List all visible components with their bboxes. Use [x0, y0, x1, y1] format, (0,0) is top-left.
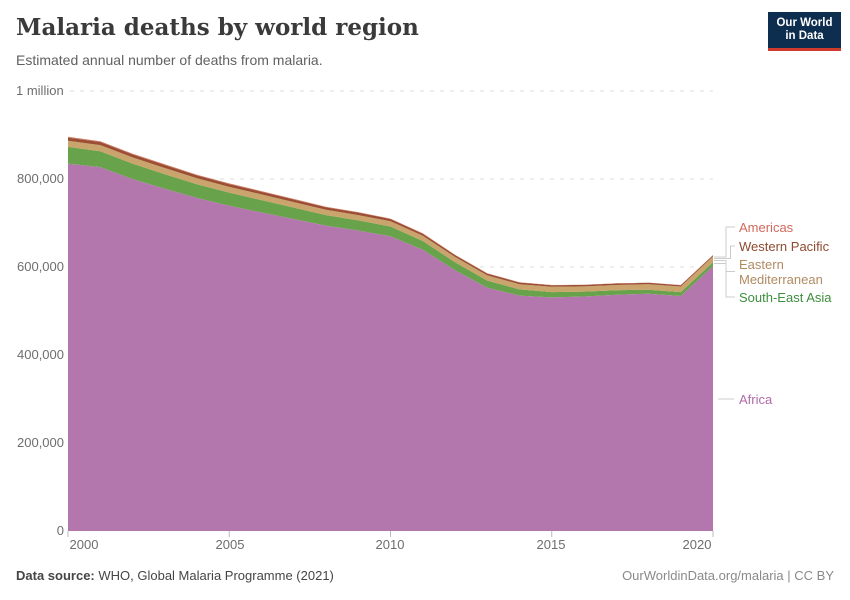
y-axis-label-400k: 400,000 — [17, 347, 64, 362]
owid-logo[interactable]: Our World in Data — [768, 12, 841, 51]
x-axis-label-2005: 2005 — [215, 537, 245, 552]
legend-item-eastern-mediterranean[interactable]: Eastern Mediterranean — [739, 257, 823, 287]
x-axis-label-2015: 2015 — [536, 537, 566, 552]
legend-connector-2 — [714, 260, 735, 272]
y-axis-label-600k: 600,000 — [17, 259, 64, 274]
y-axis-label-1million: 1 million — [16, 83, 64, 98]
x-axis-label-2000: 2000 — [69, 537, 99, 552]
page-title: Malaria deaths by world region — [16, 14, 419, 41]
legend-item-africa[interactable]: Africa — [739, 392, 773, 407]
x-axis-label-2010: 2010 — [375, 537, 405, 552]
owid-logo-line1: Our World — [776, 17, 833, 29]
y-axis-label-200k: 200,000 — [17, 435, 64, 450]
area-africa[interactable] — [68, 163, 713, 531]
owid-logo-line2: in Data — [785, 30, 824, 42]
legend-item-western-pacific[interactable]: Western Pacific — [739, 239, 830, 254]
legend-item-south-east-asia[interactable]: South-East Asia — [739, 290, 832, 305]
legend-connector-1 — [714, 245, 735, 259]
legend-connector-3 — [714, 263, 735, 298]
y-axis-label-0: 0 — [56, 523, 64, 538]
legend-connector-0 — [714, 226, 735, 258]
data-source-text: WHO, Global Malaria Programme (2021) — [94, 568, 334, 583]
credit-link[interactable]: OurWorldinData.org/malaria | CC BY — [622, 568, 834, 583]
data-source-note: Data source: WHO, Global Malaria Program… — [16, 568, 334, 583]
chart-subtitle: Estimated annual number of deaths from m… — [16, 52, 323, 68]
y-axis-label-800k: 800,000 — [17, 171, 64, 186]
x-axis-label-2020: 2020 — [682, 537, 712, 552]
data-source-label: Data source: — [16, 568, 95, 583]
legend-item-americas[interactable]: Americas — [739, 220, 794, 235]
